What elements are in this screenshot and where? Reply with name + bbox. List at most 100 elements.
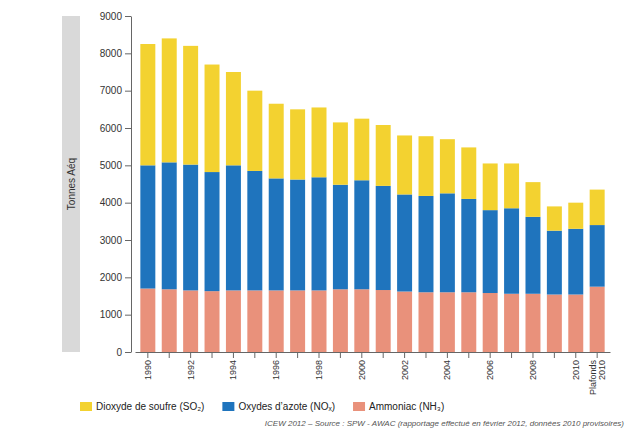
x-tick [554,352,555,358]
x-tick-mark [233,352,234,358]
bar [397,292,412,352]
bar [461,292,476,352]
y-tick-mark [125,315,131,316]
bar [290,290,305,352]
bar [419,196,434,292]
y-tick-label: 2000 [100,272,123,283]
x-tick-label: 2008 [528,360,538,380]
bar [440,139,455,193]
y-tick-mark [125,128,131,129]
x-tick-label: 2004 [442,360,452,380]
x-tick [425,352,426,358]
bar [483,163,498,210]
x-tick-mark [147,352,148,358]
y-axis-title: Tonnes Aéq [66,158,77,210]
x-tick: 2008 [528,352,538,380]
bar [354,180,369,289]
x-tick-label: 1994 [228,360,238,380]
bar [183,290,198,352]
bar [162,162,177,289]
x-tick-label: 1992 [186,360,196,380]
y-tick-label: 6000 [100,123,123,134]
legend-item: Ammoniac (NH₃) [353,401,444,412]
x-tick: 1996 [271,352,281,380]
source-note: ICEW 2012 – Source : SPW - AWAC (rapport… [265,419,624,428]
legend: Dioxyde de soufre (SO₂)Oxydes d’azote (N… [80,401,444,412]
bar [226,72,241,165]
bar [226,290,241,352]
x-tick-mark [340,352,341,358]
bar [440,193,455,292]
x-tick-label: 2000 [357,360,367,380]
x-tick-label: 2006 [485,360,495,380]
x-tick-mark [319,352,320,358]
x-axis: 1990199219941996199820002002200420062008… [136,352,611,395]
bars [140,38,604,352]
x-tick [468,352,469,358]
bar [504,208,519,293]
bar [568,229,583,295]
x-tick-mark [169,352,170,358]
x-tick-mark [297,352,298,358]
x-tick-mark [575,352,576,358]
bar [290,109,305,179]
x-tick: 1992 [186,352,196,380]
bar [419,292,434,352]
bar [269,104,284,179]
x-tick-mark [361,352,362,358]
y-tick: 9000 [100,11,131,22]
bar [162,38,177,162]
bar [312,290,327,352]
bar [525,294,540,352]
bar [504,294,519,352]
y-tick-mark [125,203,131,204]
x-tick [254,352,255,358]
y-tick-mark [125,91,131,92]
x-tick-mark [383,352,384,358]
x-tick-mark [190,352,191,358]
y-label-band [62,16,80,352]
x-tick-label: 1990 [143,360,153,380]
x-tick-label: 1998 [314,360,324,380]
y-tick: 5000 [100,160,131,171]
bar [226,165,241,290]
series-bars [140,162,604,294]
x-tick: Plafonds2010 [588,352,607,395]
bar [247,171,262,290]
bar [525,217,540,294]
x-tick [340,352,341,358]
y-tick: 7000 [100,85,131,96]
x-tick-mark [468,352,469,358]
bar [376,186,391,290]
y-tick-mark [125,240,131,241]
bar [333,122,348,184]
y-tick-mark [125,165,131,166]
y-tick-mark [125,352,131,353]
bar [333,185,348,290]
x-tick-mark [597,352,598,358]
x-axis-line [136,352,611,353]
bar [504,163,519,208]
legend-swatch [80,402,92,411]
x-tick [169,352,170,358]
x-tick: 2000 [357,352,367,380]
y-tick-label: 4000 [100,197,123,208]
legend-label: Ammoniac (NH₃) [369,401,444,412]
y-tick: 4000 [100,197,131,208]
y-tick-label: 7000 [100,85,123,96]
y-tick: 8000 [100,48,131,59]
bar [397,194,412,291]
y-axis-line [131,17,132,353]
bar [205,291,220,352]
x-tick-label: 1996 [271,360,281,380]
x-tick-mark [425,352,426,358]
bar [590,287,605,352]
x-tick-mark [212,352,213,358]
series-bars [140,38,604,230]
x-tick-mark [447,352,448,358]
y-tick-mark [125,277,131,278]
x-tick: 2006 [485,352,495,380]
x-tick: 2010 [571,352,581,380]
x-tick-mark [511,352,512,358]
x-tick [297,352,298,358]
